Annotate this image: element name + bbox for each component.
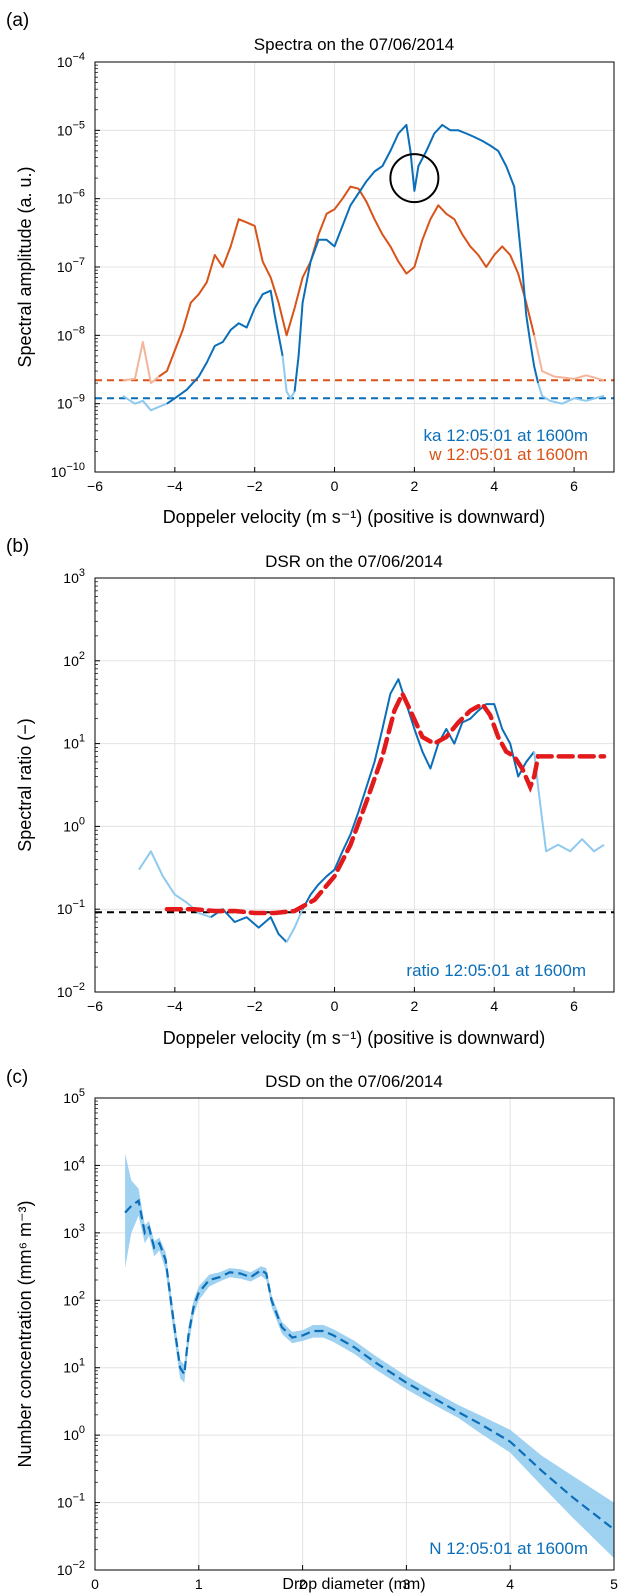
panel-c-legend-n: N 12:05:01 at 1600m bbox=[429, 1539, 588, 1558]
panel-a-y-label: Spectral amplitude (a. u.) bbox=[15, 166, 35, 367]
x-tick-label: 0 bbox=[331, 478, 339, 494]
x-tick-label: 3 bbox=[403, 1576, 411, 1592]
panel-a-y-ticks: 10−10 10−9 10−8 10−7 10−6 10−5 10−4 bbox=[51, 51, 100, 480]
y-tick-label: 10−7 bbox=[57, 256, 85, 275]
x-tick-label: −6 bbox=[87, 998, 103, 1014]
x-tick-label: 2 bbox=[299, 1576, 307, 1592]
panel-b-x-label: Doppeler velocity (m s⁻¹) (positive is d… bbox=[163, 1028, 546, 1048]
panel-c-x-ticks: 0 1 2 3 4 5 bbox=[91, 1565, 618, 1592]
series-ka-line bbox=[293, 123, 540, 392]
panel-b-title: DSR on the 07/06/2014 bbox=[265, 552, 443, 571]
panel-b-legend-ratio: ratio 12:05:01 at 1600m bbox=[406, 961, 586, 980]
x-tick-label: 0 bbox=[91, 1576, 99, 1592]
panel-c-y-ticks: 10−2 10−1 100 101 102 103 104 105 bbox=[57, 1087, 100, 1578]
y-tick-label: 102 bbox=[63, 650, 85, 669]
series-w-line bbox=[158, 185, 536, 378]
panel-a-x-label: Doppeler velocity (m s⁻¹) (positive is d… bbox=[163, 507, 546, 527]
panel-c-x-label: Drop diameter (mm) bbox=[282, 1576, 425, 1593]
panel-c-mean-line bbox=[124, 1198, 615, 1531]
x-tick-label: 4 bbox=[490, 998, 498, 1014]
y-tick-label: 10−2 bbox=[57, 981, 85, 1000]
series-ka-line bbox=[537, 382, 605, 405]
panel-c-grid bbox=[95, 1098, 614, 1570]
panel-b-axes-box bbox=[94, 577, 615, 993]
y-tick-label: 10−2 bbox=[57, 1559, 85, 1578]
panel-b-letter: (b) bbox=[6, 536, 29, 557]
y-tick-label: 103 bbox=[63, 1222, 85, 1241]
panel-a-annotation-circle bbox=[389, 153, 440, 204]
panel-c-plot-area bbox=[95, 1098, 614, 1570]
x-tick-label: 4 bbox=[490, 478, 498, 494]
series-ka-line bbox=[281, 355, 296, 400]
series-ratio-line bbox=[301, 678, 535, 910]
y-tick-label: 10−5 bbox=[57, 119, 85, 138]
x-tick-label: 6 bbox=[570, 998, 578, 1014]
panel-a-grid bbox=[95, 62, 614, 472]
panel-c-uncertainty-band bbox=[125, 1153, 614, 1559]
y-tick-label: 103 bbox=[63, 567, 85, 586]
x-tick-label: −4 bbox=[167, 478, 183, 494]
panel-a-title: Spectra on the 07/06/2014 bbox=[254, 35, 454, 54]
panel-a-letter: (a) bbox=[6, 10, 29, 31]
panel-b-y-label: Spectral ratio (−) bbox=[15, 718, 35, 852]
series-w-line bbox=[533, 335, 605, 382]
y-tick-label: 10−8 bbox=[57, 324, 85, 343]
x-tick-label: 0 bbox=[331, 998, 339, 1014]
series-ka-line bbox=[122, 395, 168, 412]
panel-b-fit-line bbox=[164, 688, 607, 916]
panel-a-series bbox=[122, 123, 605, 412]
panel-b-x-ticks: −6 −4 −2 0 2 4 6 bbox=[87, 987, 578, 1014]
series-ratio-line bbox=[285, 908, 304, 943]
y-tick-label: 100 bbox=[63, 1424, 85, 1443]
y-tick-label: 101 bbox=[63, 1357, 85, 1376]
x-tick-label: −2 bbox=[247, 478, 263, 494]
y-tick-label: 10−1 bbox=[57, 898, 85, 917]
series-w-line bbox=[122, 341, 160, 385]
panel-b-y-ticks: 10−2 10−1 100 101 102 103 bbox=[57, 567, 100, 1000]
panel-b-plot-area bbox=[95, 578, 614, 992]
panel-b-dsr: (b) DSR on the 07/06/2014 −6 −4 −2 0 2 4 6 10−… bbox=[6, 536, 615, 1048]
panel-c-title: DSD on the 07/06/2014 bbox=[265, 1072, 443, 1091]
panel-b-grid bbox=[95, 578, 614, 992]
x-tick-label: −4 bbox=[167, 998, 183, 1014]
panel-a-legend-ka: ka 12:05:01 at 1600m bbox=[424, 426, 588, 445]
y-tick-label: 10−6 bbox=[57, 188, 85, 207]
y-tick-label: 10−1 bbox=[57, 1492, 85, 1511]
x-tick-label: 5 bbox=[610, 1576, 618, 1592]
x-tick-label: 6 bbox=[570, 478, 578, 494]
x-tick-label: 2 bbox=[410, 998, 418, 1014]
y-tick-label: 10−4 bbox=[57, 51, 85, 70]
x-tick-label: 2 bbox=[410, 478, 418, 494]
y-tick-label: 104 bbox=[63, 1154, 85, 1173]
panel-a-noise-levels bbox=[95, 379, 614, 400]
x-tick-label: 1 bbox=[195, 1576, 203, 1592]
y-tick-label: 101 bbox=[63, 733, 85, 752]
series-ka-line bbox=[166, 289, 284, 405]
x-tick-label: 4 bbox=[506, 1576, 514, 1592]
x-tick-label: −6 bbox=[87, 478, 103, 494]
panel-c-letter: (c) bbox=[6, 1067, 28, 1088]
panel-c-axes-box bbox=[94, 1097, 615, 1571]
panel-a-x-ticks: −6 −4 −2 0 2 4 6 bbox=[87, 467, 578, 494]
series-ratio-line bbox=[138, 850, 212, 919]
x-tick-label: −2 bbox=[247, 998, 263, 1014]
y-tick-label: 105 bbox=[63, 1087, 85, 1106]
series-ratio-line bbox=[533, 751, 605, 853]
y-tick-label: 102 bbox=[63, 1289, 85, 1308]
panel-a-spectra: (a) Spectra on the 07/06/2014 −6 −4 −2 0 2 4 6… bbox=[6, 10, 615, 527]
y-tick-label: 100 bbox=[63, 815, 85, 834]
y-tick-label: 10−10 bbox=[51, 461, 85, 480]
panel-a-legend-w: w 12:05:01 at 1600m bbox=[428, 445, 588, 464]
y-tick-label: 10−9 bbox=[57, 393, 85, 412]
panel-c-y-label: Number concentration (mm⁶ m⁻³) bbox=[15, 1201, 35, 1468]
